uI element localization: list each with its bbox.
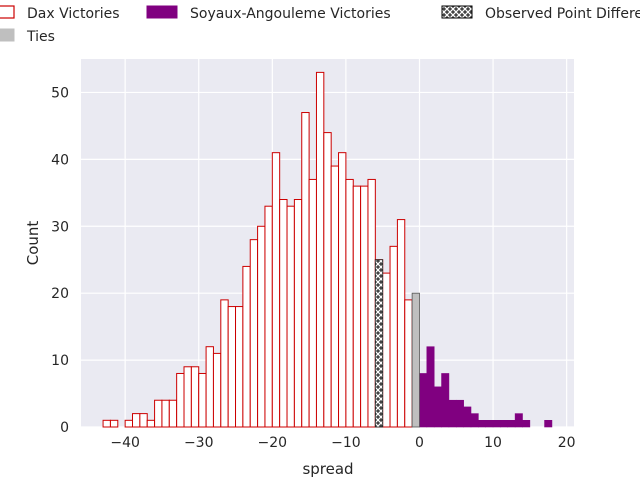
bar xyxy=(441,373,450,428)
legend-swatch xyxy=(146,5,178,19)
y-tick-label: 40 xyxy=(51,152,69,168)
bar xyxy=(396,219,406,428)
x-tick-label: −10 xyxy=(331,435,361,451)
bar xyxy=(492,420,501,428)
y-tick-label: 50 xyxy=(51,85,69,101)
bar xyxy=(463,406,472,428)
x-tick-label: −20 xyxy=(258,435,288,451)
bar xyxy=(478,420,487,428)
y-tick-label: 20 xyxy=(51,286,69,302)
bar xyxy=(161,399,170,428)
tick-labels: −40 −30 −20 −10 0 10 20 0 10 20 30 40 50 xyxy=(51,85,575,451)
bar xyxy=(507,420,516,428)
legend-swatch xyxy=(0,28,15,42)
bar xyxy=(301,112,310,428)
legend-label: Ties xyxy=(26,29,55,45)
bar xyxy=(352,185,362,428)
bar xyxy=(374,259,384,428)
bar xyxy=(198,372,207,428)
bar xyxy=(109,419,119,428)
bar xyxy=(249,239,259,428)
bar xyxy=(411,292,420,428)
bar xyxy=(102,419,111,428)
legend-label: Soyaux-Angouleme Victories xyxy=(190,6,391,22)
bar xyxy=(139,413,148,428)
bar xyxy=(271,152,281,428)
y-tick-label: 10 xyxy=(51,353,69,369)
bar xyxy=(485,420,494,428)
bar xyxy=(183,366,192,428)
x-tick-label: 10 xyxy=(484,435,502,451)
x-tick-label: −30 xyxy=(184,435,214,451)
bar xyxy=(360,185,369,428)
bar xyxy=(315,71,325,428)
bar xyxy=(500,420,509,428)
bar xyxy=(242,265,251,428)
bar xyxy=(124,419,134,428)
bar xyxy=(308,178,317,428)
bar xyxy=(448,399,457,428)
bar xyxy=(345,178,354,428)
legend: Dax Victories Soyaux-Angouleme Victories O… xyxy=(0,5,640,45)
y-tick-label: 0 xyxy=(60,420,69,436)
bar xyxy=(132,413,141,428)
bar xyxy=(433,386,442,428)
bar xyxy=(176,372,185,428)
bars xyxy=(102,71,553,428)
bar xyxy=(146,419,156,428)
bar xyxy=(279,199,288,428)
bar xyxy=(426,346,435,428)
x-axis-label: spread xyxy=(302,460,353,478)
bar xyxy=(323,132,332,428)
bar xyxy=(293,199,303,428)
y-tick-label: 30 xyxy=(51,219,69,235)
x-tick-label: 0 xyxy=(415,435,424,451)
bar xyxy=(455,399,464,428)
bar xyxy=(235,306,244,428)
bar xyxy=(257,225,266,428)
bar xyxy=(544,420,553,428)
bar xyxy=(330,165,340,428)
bar xyxy=(470,413,479,428)
bar xyxy=(514,413,523,428)
x-tick-label: −40 xyxy=(110,435,140,451)
bar xyxy=(220,299,229,428)
bar xyxy=(382,272,391,428)
x-tick-label: 20 xyxy=(558,435,576,451)
bar xyxy=(338,152,347,428)
bar xyxy=(286,205,295,428)
bar xyxy=(212,352,222,428)
legend-label: Observed Point Difference xyxy=(485,6,640,22)
y-axis-label: Count xyxy=(24,221,42,266)
bar xyxy=(227,306,237,428)
bar xyxy=(168,399,178,428)
bar xyxy=(419,373,428,428)
bar xyxy=(404,299,413,428)
bar xyxy=(522,420,531,428)
bar xyxy=(154,399,163,428)
bar xyxy=(367,178,376,428)
bar xyxy=(389,245,398,428)
legend-swatch xyxy=(0,5,15,19)
bar xyxy=(205,346,214,428)
bar xyxy=(190,366,200,428)
legend-label: Dax Victories xyxy=(27,6,120,22)
legend-swatch xyxy=(441,5,473,19)
bar xyxy=(264,205,273,428)
